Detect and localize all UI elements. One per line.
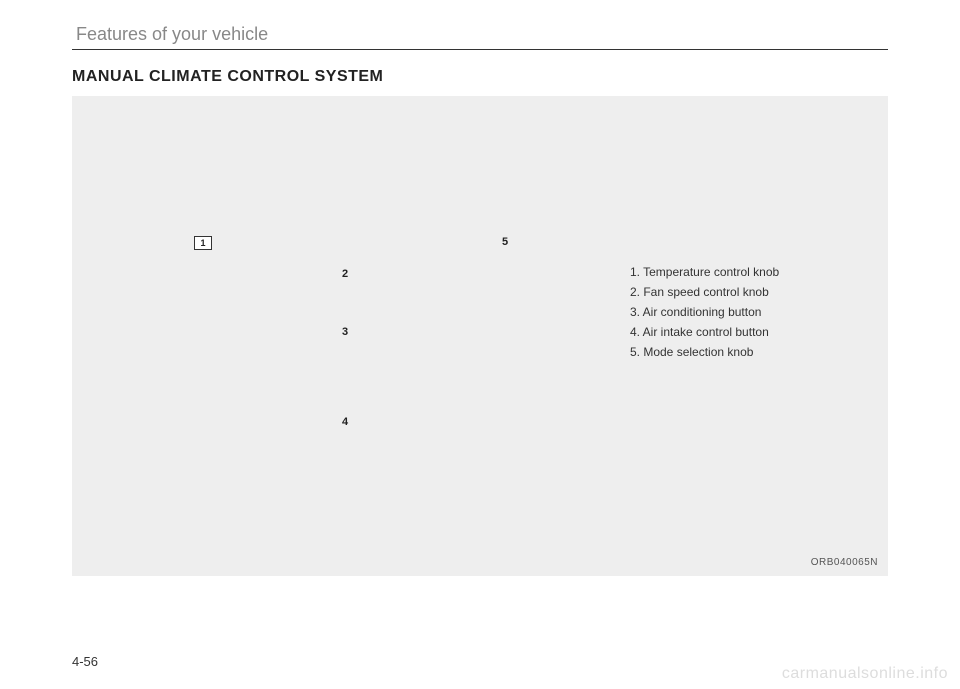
figure-area: 1 2 3 4 5 1. Temperature control knob 2.… — [72, 96, 888, 576]
callout-1: 1 — [194, 236, 212, 250]
legend-item-3: 3. Air conditioning button — [630, 302, 779, 322]
figure-code: ORB040065N — [811, 557, 878, 568]
callout-2: 2 — [336, 268, 354, 282]
page: Features of your vehicle MANUAL CLIMATE … — [0, 0, 960, 689]
page-heading: MANUAL CLIMATE CONTROL SYSTEM — [72, 68, 888, 86]
page-number: 4-56 — [72, 654, 98, 669]
callout-4: 4 — [336, 416, 354, 430]
divider — [72, 49, 888, 50]
callout-3: 3 — [336, 326, 354, 340]
legend-list: 1. Temperature control knob 2. Fan speed… — [630, 262, 779, 362]
legend-item-5: 5. Mode selection knob — [630, 342, 779, 362]
legend-item-1: 1. Temperature control knob — [630, 262, 779, 282]
legend-item-4: 4. Air intake control button — [630, 322, 779, 342]
watermark: carmanualsonline.info — [782, 665, 948, 683]
legend-item-2: 2. Fan speed control knob — [630, 282, 779, 302]
callout-5: 5 — [496, 236, 514, 250]
section-title: Features of your vehicle — [72, 24, 888, 45]
